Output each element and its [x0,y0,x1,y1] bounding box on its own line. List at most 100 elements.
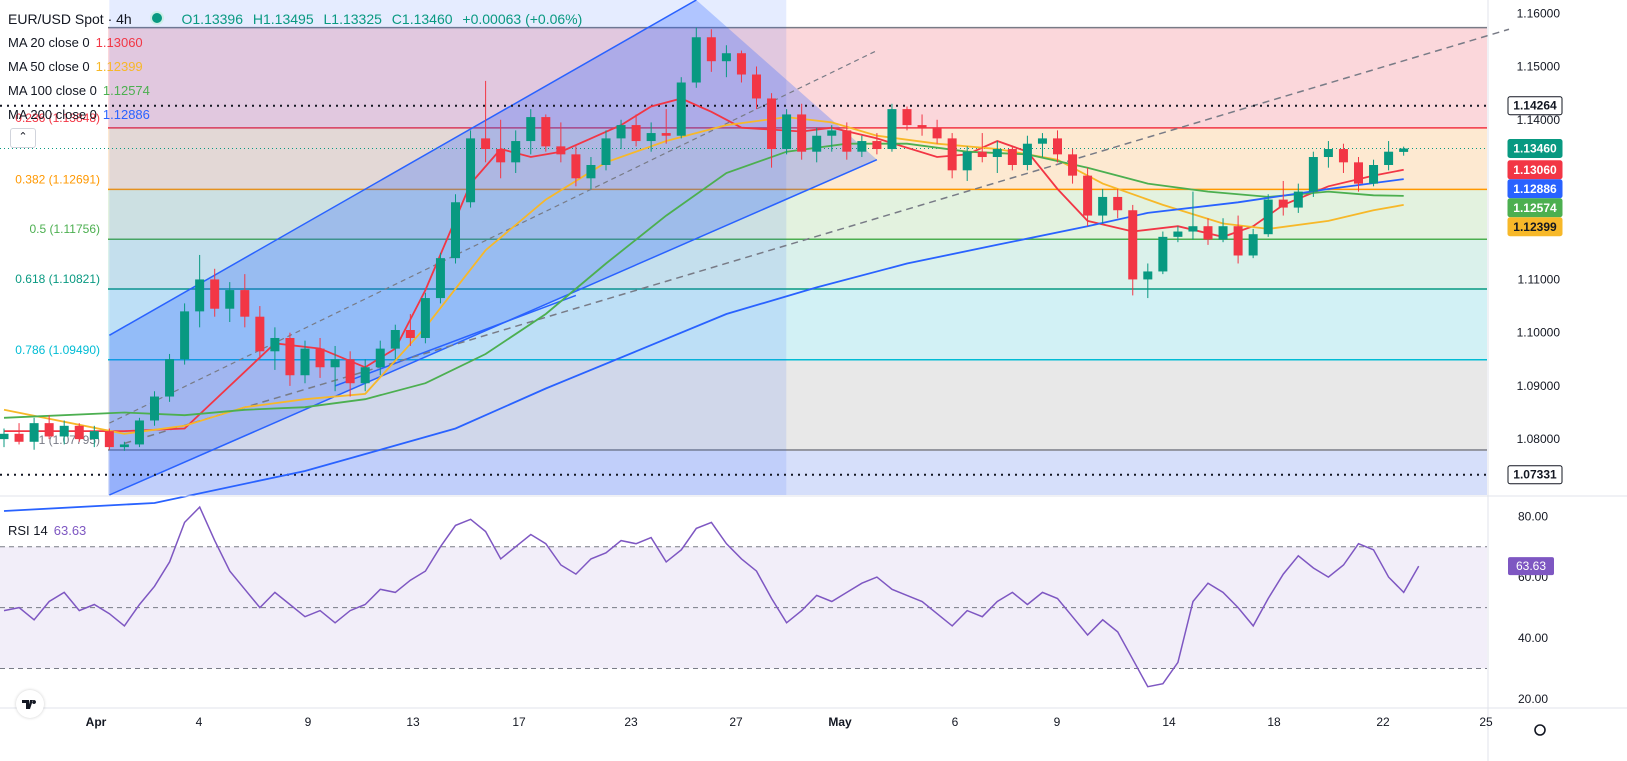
symbol-title[interactable]: EUR/USD Spot · 4h [8,11,132,27]
candle[interactable] [616,125,626,139]
candle[interactable] [571,154,581,179]
candle[interactable] [74,425,84,440]
candle[interactable] [420,298,430,338]
candle[interactable] [14,433,24,442]
candle[interactable] [255,316,265,352]
candle[interactable] [1293,191,1303,208]
candle[interactable] [782,114,792,150]
candle[interactable] [89,431,99,440]
candle[interactable] [315,348,325,368]
candle[interactable] [812,135,822,152]
candle[interactable] [977,151,987,158]
candle[interactable] [932,127,942,139]
candle[interactable] [1022,143,1032,165]
candle[interactable] [360,367,370,384]
candle[interactable] [345,359,355,384]
candle[interactable] [1053,138,1062,155]
candle[interactable] [1007,149,1017,165]
candle[interactable] [827,130,837,136]
candle[interactable] [872,141,882,150]
collapse-legend-button[interactable]: ⌃ [10,128,36,148]
candle[interactable] [1218,226,1228,240]
candle[interactable] [1308,157,1318,192]
candle[interactable] [736,53,746,75]
candle[interactable] [767,98,777,150]
candle[interactable] [541,117,551,147]
candle[interactable] [691,37,701,83]
candle[interactable] [902,109,912,126]
ma200-legend[interactable]: MA 200 close 0 1.12886 [8,104,582,128]
candle[interactable] [1083,175,1093,216]
candle[interactable] [992,149,1002,158]
candle[interactable] [1248,234,1258,256]
ma20-legend[interactable]: MA 20 close 0 1.13060 [8,32,582,56]
candle[interactable] [1323,149,1333,158]
candle[interactable] [752,74,761,99]
candle[interactable] [526,117,536,142]
candle[interactable] [29,423,39,442]
candle[interactable] [481,138,491,150]
rsi-legend[interactable]: RSI 14 63.63 [8,523,86,538]
candle[interactable] [1188,226,1198,232]
candle[interactable] [1068,154,1078,176]
candle[interactable] [1278,199,1288,208]
candle[interactable] [0,433,9,440]
candle[interactable] [1113,196,1123,211]
candle[interactable] [195,279,205,312]
candle[interactable] [150,396,159,421]
candle[interactable] [962,151,972,171]
candle[interactable] [405,330,415,338]
candle[interactable] [210,279,220,309]
candle[interactable] [1173,231,1183,237]
candle[interactable] [390,330,400,349]
candle[interactable] [300,348,310,376]
candle[interactable] [887,109,897,150]
candle[interactable] [1143,271,1153,280]
candle[interactable] [1384,151,1394,165]
candle[interactable] [134,420,144,445]
candle[interactable] [59,425,69,437]
candle[interactable] [1354,162,1363,184]
candle[interactable] [721,53,731,62]
candle[interactable] [706,37,716,62]
candle[interactable] [1203,226,1213,240]
candle[interactable] [165,359,175,397]
candle[interactable] [917,125,927,128]
candle[interactable] [1399,148,1409,152]
candle[interactable] [586,165,596,179]
candle[interactable] [496,149,506,163]
settings-gear-icon[interactable] [1534,724,1546,736]
candle[interactable] [1338,149,1348,163]
ma50-legend[interactable]: MA 50 close 0 1.12399 [8,56,582,80]
candle[interactable] [285,337,295,376]
ma100-legend[interactable]: MA 100 close 0 1.12574 [8,80,582,104]
candle[interactable] [225,290,235,309]
candle[interactable] [1263,199,1273,235]
candle[interactable] [330,359,340,368]
candle[interactable] [676,82,686,136]
candle[interactable] [104,431,114,448]
candle[interactable] [646,133,656,142]
candle[interactable] [1369,165,1379,184]
candle[interactable] [435,258,445,299]
candle[interactable] [1098,196,1108,216]
candle[interactable] [1037,138,1047,144]
candle[interactable] [556,146,566,155]
candle[interactable] [601,138,611,165]
candle[interactable] [857,141,867,152]
candle[interactable] [797,114,807,152]
candle[interactable] [44,423,54,437]
candle[interactable] [842,130,852,152]
candle[interactable] [270,337,280,352]
candle[interactable] [119,444,129,448]
candle[interactable] [240,290,250,317]
candle[interactable] [947,138,957,171]
candle[interactable] [631,125,641,142]
candle[interactable] [1158,236,1168,272]
candle[interactable] [466,138,476,203]
candle[interactable] [451,202,460,259]
candle[interactable] [511,141,521,163]
candle[interactable] [180,311,190,360]
tradingview-logo-icon[interactable] [16,690,44,718]
